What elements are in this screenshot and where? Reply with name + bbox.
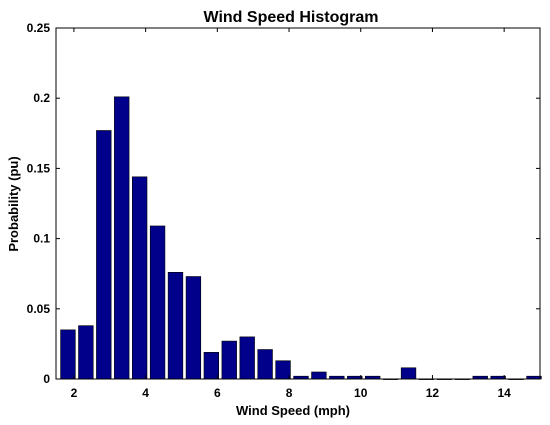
bar xyxy=(149,225,166,380)
x-tick-label: 6 xyxy=(214,386,221,400)
bar xyxy=(257,349,273,380)
x-tick-label: 12 xyxy=(426,386,440,400)
x-tick-label: 10 xyxy=(354,386,368,400)
y-tick-label: 0.15 xyxy=(27,161,51,175)
x-tick-label: 4 xyxy=(142,386,149,400)
bar xyxy=(114,96,130,380)
bar xyxy=(167,271,184,380)
bar xyxy=(400,367,417,380)
bar xyxy=(275,360,291,380)
bar xyxy=(239,336,255,380)
chart-title: Wind Speed Histogram xyxy=(204,9,379,26)
bars-group xyxy=(60,96,542,380)
y-tick-label: 0.05 xyxy=(27,302,51,316)
bar xyxy=(203,352,219,380)
bar xyxy=(131,176,148,380)
bar xyxy=(185,276,202,380)
x-tick-label: 8 xyxy=(286,386,293,400)
plot-frame xyxy=(55,27,541,380)
y-tick-label: 0.25 xyxy=(27,21,51,35)
y-axis-ticks: 0 0.05 0.1 0.15 0.2 0.25 xyxy=(27,21,540,386)
y-tick-label: 0 xyxy=(43,372,50,386)
bar xyxy=(60,329,76,380)
bar xyxy=(96,130,112,380)
bar xyxy=(78,325,94,380)
y-tick-label: 0.2 xyxy=(33,91,50,105)
y-axis-label: Probability (pu) xyxy=(6,156,21,251)
x-tick-label: 2 xyxy=(71,386,78,400)
y-tick-label: 0.1 xyxy=(33,232,50,246)
x-axis-ticks: 2 4 6 8 10 12 14 xyxy=(71,28,511,400)
bar xyxy=(221,340,237,380)
bar xyxy=(311,371,327,380)
x-axis-label: Wind Speed (mph) xyxy=(236,403,350,418)
x-tick-label: 14 xyxy=(497,386,511,400)
